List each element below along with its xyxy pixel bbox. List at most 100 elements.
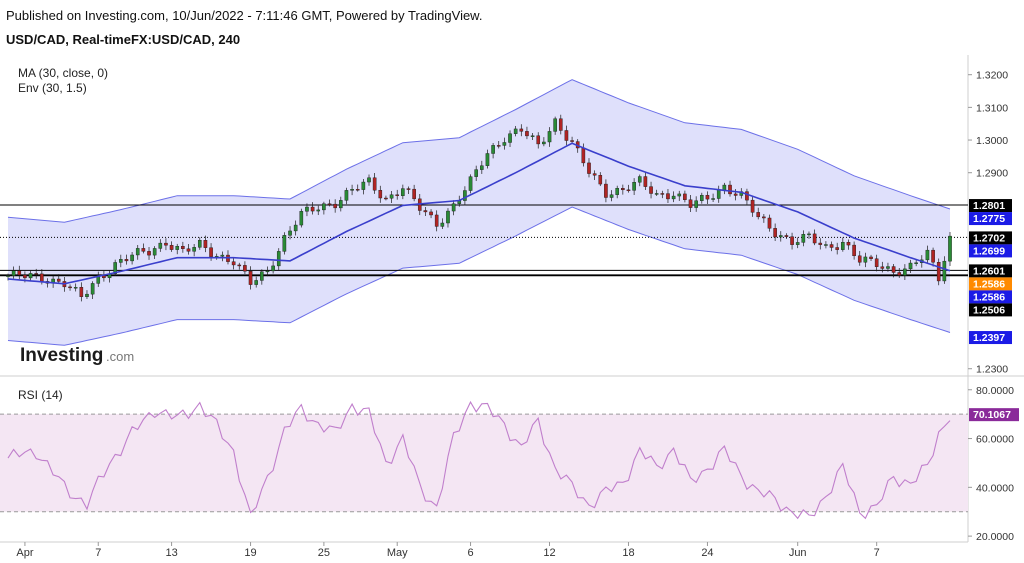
candle: [124, 254, 129, 265]
candle: [914, 259, 918, 267]
candle: [750, 195, 755, 217]
candle: [440, 218, 445, 230]
svg-text:1.2702: 1.2702: [973, 232, 1005, 244]
candle: [395, 189, 400, 200]
candle: [355, 184, 360, 192]
logo-word: Investing: [20, 345, 103, 366]
time-tick-label: 12: [543, 547, 555, 559]
candle: [164, 238, 168, 251]
candle: [446, 208, 450, 228]
candle: [525, 126, 529, 140]
time-tick-label: 24: [701, 547, 713, 559]
candle: [85, 290, 89, 300]
candlestick-series: [6, 114, 952, 302]
time-tick-label: May: [387, 547, 408, 559]
candle: [829, 241, 834, 252]
candle: [807, 231, 811, 239]
moving-average-line: [7, 142, 951, 285]
time-tick-label: Apr: [16, 547, 33, 559]
candle: [378, 185, 383, 203]
candle: [790, 232, 794, 250]
svg-text:1.2397: 1.2397: [973, 332, 1005, 344]
candle: [688, 194, 693, 213]
candle: [254, 276, 258, 288]
candle: [886, 262, 890, 272]
time-axis-ticks: Apr 7 13 19 25 May 6 12 18 24 Jun 7: [16, 542, 880, 559]
time-tick-label: 7: [874, 547, 880, 559]
candle: [626, 184, 631, 193]
candle: [271, 261, 275, 274]
candle: [197, 237, 202, 250]
candle: [181, 241, 185, 253]
candle: [762, 213, 766, 223]
candle: [243, 261, 247, 275]
price-axis-labels: 1.28011.27751.27021.26991.26011.25861.25…: [969, 199, 1012, 345]
envelope-lower-line: [7, 206, 951, 346]
candle: [846, 239, 851, 250]
candle: [558, 114, 563, 135]
candle: [513, 125, 518, 137]
candle: [530, 133, 535, 140]
price-label: 1.2775: [969, 212, 1012, 226]
candle: [931, 247, 935, 267]
candle: [367, 174, 371, 186]
candle: [519, 124, 524, 137]
candle: [485, 149, 490, 169]
candle: [587, 158, 591, 178]
candle: [728, 180, 732, 197]
candle: [598, 172, 603, 187]
candle: [756, 207, 761, 220]
candle: [423, 206, 428, 216]
candle: [468, 174, 473, 194]
candle: [609, 190, 614, 202]
rsi-tick-label: 60.0000: [976, 434, 1014, 446]
candle: [874, 254, 879, 272]
candle: [282, 232, 287, 255]
candle: [310, 202, 315, 215]
candle: [711, 193, 715, 202]
candle: [169, 241, 174, 252]
candle: [496, 140, 501, 149]
candle: [863, 252, 868, 268]
candle: [350, 184, 354, 196]
investing-logo: Investing .com: [20, 345, 134, 366]
candle: [745, 188, 749, 205]
candle: [327, 199, 332, 207]
candle: [401, 184, 405, 200]
candle: [841, 237, 845, 252]
candle: [288, 226, 292, 240]
candle: [90, 281, 95, 299]
candle: [553, 116, 557, 135]
candle: [141, 243, 146, 254]
time-tick-label: 18: [622, 547, 634, 559]
candle: [451, 200, 456, 216]
candle: [632, 178, 636, 196]
ma-legend: MA (30, close, 0): [18, 66, 108, 80]
candle: [73, 283, 78, 292]
candle: [56, 274, 61, 284]
candle: [474, 165, 478, 182]
candle: [339, 196, 343, 212]
candle: [34, 268, 39, 279]
candle: [637, 174, 642, 187]
price-label: 1.2506: [969, 303, 1012, 317]
rsi-legend: RSI (14): [18, 388, 63, 402]
candle: [824, 241, 828, 249]
candle: [502, 137, 507, 150]
logo-suffix: .com: [106, 349, 134, 364]
envelope-upper-line: [7, 79, 951, 223]
candle: [903, 264, 907, 280]
envelope-band: [8, 79, 950, 346]
price-tick-label: 1.3200: [976, 70, 1008, 82]
candle: [649, 181, 653, 199]
support-resistance-lines: [0, 204, 968, 277]
svg-text:1.2699: 1.2699: [973, 245, 1005, 257]
candle: [333, 199, 337, 213]
candle: [248, 266, 253, 290]
candle: [778, 231, 783, 242]
candle: [406, 186, 411, 194]
time-tick-label: 6: [467, 547, 473, 559]
price-label: 1.2699: [969, 244, 1012, 258]
